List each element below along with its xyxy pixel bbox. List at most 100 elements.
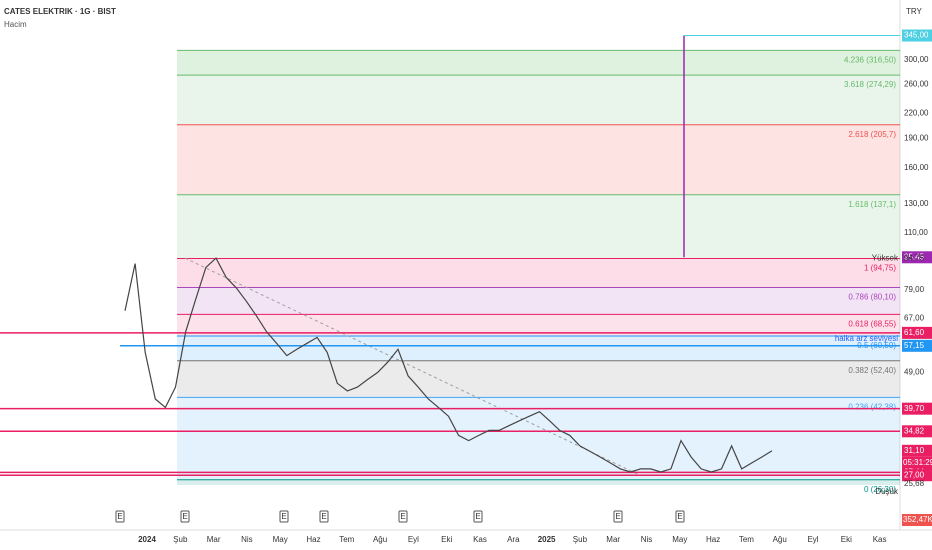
chart-title: CATES ELEKTRIK · 1G · BIST [4, 7, 116, 16]
y-tick-label: 79,00 [904, 285, 925, 294]
event-marker [279, 510, 289, 523]
trendline [184, 257, 641, 476]
x-tick-label: Mar [606, 535, 620, 544]
fib-band [177, 258, 900, 288]
x-tick-label: 2024 [138, 535, 156, 544]
x-tick-label: Eyl [408, 535, 419, 544]
fib-label: 0.618 (68,55) [848, 320, 896, 329]
y-tick-label: 220,00 [904, 108, 929, 117]
fib-label: 0 (26,30) [864, 485, 896, 494]
price-label-bg [902, 425, 932, 438]
event-marker [319, 510, 329, 523]
y-tick-label: 31,10 [904, 446, 925, 455]
x-tick-label: Kas [473, 535, 487, 544]
price-label-bg [902, 326, 932, 339]
fib-band [177, 124, 900, 195]
volume-label: 352,47K [903, 515, 932, 524]
x-tick-label: Ara [507, 535, 520, 544]
event-marker [613, 510, 623, 523]
event-label: E [400, 512, 405, 521]
x-tick-label: Şub [573, 535, 588, 544]
y-tick-label: 27,00 [904, 470, 925, 479]
x-tick-label: Haz [706, 535, 720, 544]
level-note: halka arz seviyesi [835, 334, 898, 343]
y-tick-label: 67,00 [904, 313, 925, 322]
x-tick-label: Kas [873, 535, 887, 544]
x-tick-label: Tem [739, 535, 754, 544]
y-tick-label: 300,00 [904, 55, 929, 64]
event-marker [473, 510, 483, 523]
x-tick-label: 2025 [538, 535, 556, 544]
fib-label: 3.618 (274,29) [844, 80, 896, 89]
fib-label: 0.382 (52,40) [848, 366, 896, 375]
x-tick-label: Nis [241, 535, 253, 544]
fib-label: 0.786 (80,10) [848, 293, 896, 302]
y-tick-label: 49,00 [904, 367, 925, 376]
x-tick-label: Tem [339, 535, 354, 544]
y-tick-label: 39,70 [904, 404, 925, 413]
fib-label: 2.618 (205,7) [848, 130, 896, 139]
x-tick-label: Eki [441, 535, 452, 544]
event-label: E [677, 512, 682, 521]
event-marker [675, 510, 685, 523]
y-tick-label: 95,45 [904, 252, 925, 261]
x-tick-label: Şub [173, 535, 188, 544]
x-tick-label: Eki [841, 535, 852, 544]
fib-band [177, 397, 900, 480]
event-label: E [182, 512, 187, 521]
fib-label: 4.236 (316,50) [844, 56, 896, 65]
price-label-bg [902, 339, 932, 352]
x-tick-label: Mar [207, 535, 221, 544]
y-tick-label: 190,00 [904, 134, 929, 143]
fib-band [177, 335, 900, 361]
event-label: E [281, 512, 286, 521]
event-label: E [117, 512, 122, 521]
countdown-bg [902, 456, 932, 468]
x-tick-label: Nis [641, 535, 653, 544]
y-tick-label: 160,00 [904, 163, 929, 172]
x-tick-label: May [273, 535, 288, 544]
fib-label: 0.236 (42,38) [848, 403, 896, 412]
low-label: Düşük [875, 487, 899, 496]
event-label: E [615, 512, 620, 521]
y-tick-label: 130,00 [904, 199, 929, 208]
x-tick-label: Ağu [373, 535, 387, 544]
price-label-bg [902, 402, 932, 415]
event-label: E [321, 512, 326, 521]
fib-band [177, 287, 900, 315]
y-tick-label: 25,68 [904, 479, 925, 488]
fib-band [177, 479, 900, 485]
fib-band [177, 75, 900, 125]
x-tick-label: Eyl [807, 535, 818, 544]
x-tick-label: May [672, 535, 687, 544]
currency: TRY [906, 7, 923, 16]
y-tick-label: 260,00 [904, 79, 929, 88]
fib-band [177, 50, 900, 76]
price-label-bg [902, 444, 932, 457]
high-label: Yüksek [872, 254, 899, 263]
y-tick-label: 94,75 [904, 254, 925, 263]
y-tick-label: 61,60 [904, 328, 925, 337]
price-label-bg [902, 469, 932, 482]
fib-label: 1.618 (137,1) [848, 200, 896, 209]
price-line [124, 257, 773, 473]
y-tick-label: 57,15 [904, 341, 925, 350]
fib-label: 1 (94,75) [864, 264, 896, 273]
subtitle: Hacim [4, 20, 27, 29]
volume-label-bg [902, 514, 932, 526]
event-marker [398, 510, 408, 523]
event-label: E [475, 512, 480, 521]
fib-band [177, 360, 900, 398]
fib-band [177, 314, 900, 336]
fib-band [177, 194, 900, 259]
countdown: 05:31:29 [903, 458, 932, 467]
x-tick-label: Haz [306, 535, 320, 544]
y-tick-label: 34,82 [904, 426, 925, 435]
x-tick-label: Ağu [773, 535, 787, 544]
event-marker [180, 510, 190, 523]
y-tick-label: 110,00 [904, 228, 928, 237]
price-label-bg [902, 29, 932, 42]
y-tick-label: 345,00 [904, 31, 929, 40]
